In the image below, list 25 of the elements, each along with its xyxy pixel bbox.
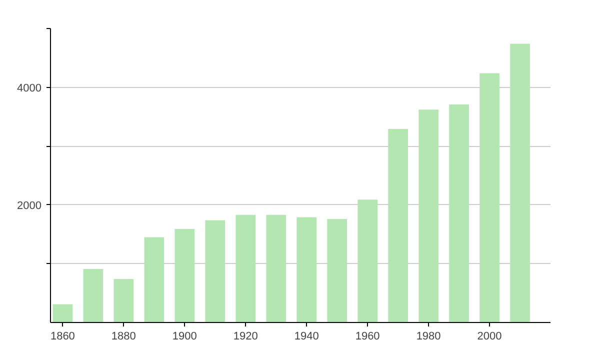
x-tick-label: 1920	[233, 330, 258, 342]
bar	[510, 44, 530, 322]
bar	[83, 268, 104, 322]
bar	[144, 237, 164, 322]
x-tick-label: 2000	[477, 330, 502, 342]
bar	[327, 219, 347, 322]
bar	[52, 304, 73, 322]
x-tick-label: 1940	[294, 330, 319, 342]
bar	[418, 110, 438, 322]
bar	[174, 229, 195, 322]
bar	[388, 129, 408, 322]
bar	[358, 200, 378, 322]
bar	[480, 73, 500, 322]
bar	[236, 214, 256, 322]
x-tick-label: 1860	[50, 330, 75, 342]
x-tick-label: 1880	[111, 330, 136, 342]
bar	[205, 220, 226, 322]
bar	[449, 104, 469, 322]
x-tick-label: 1900	[172, 330, 197, 342]
x-tick-label: 1980	[416, 330, 441, 342]
bar	[266, 214, 286, 322]
x-tick-label: 1960	[355, 330, 380, 342]
bar	[114, 278, 134, 322]
y-tick-label: 4000	[17, 82, 42, 94]
bar	[296, 217, 317, 322]
